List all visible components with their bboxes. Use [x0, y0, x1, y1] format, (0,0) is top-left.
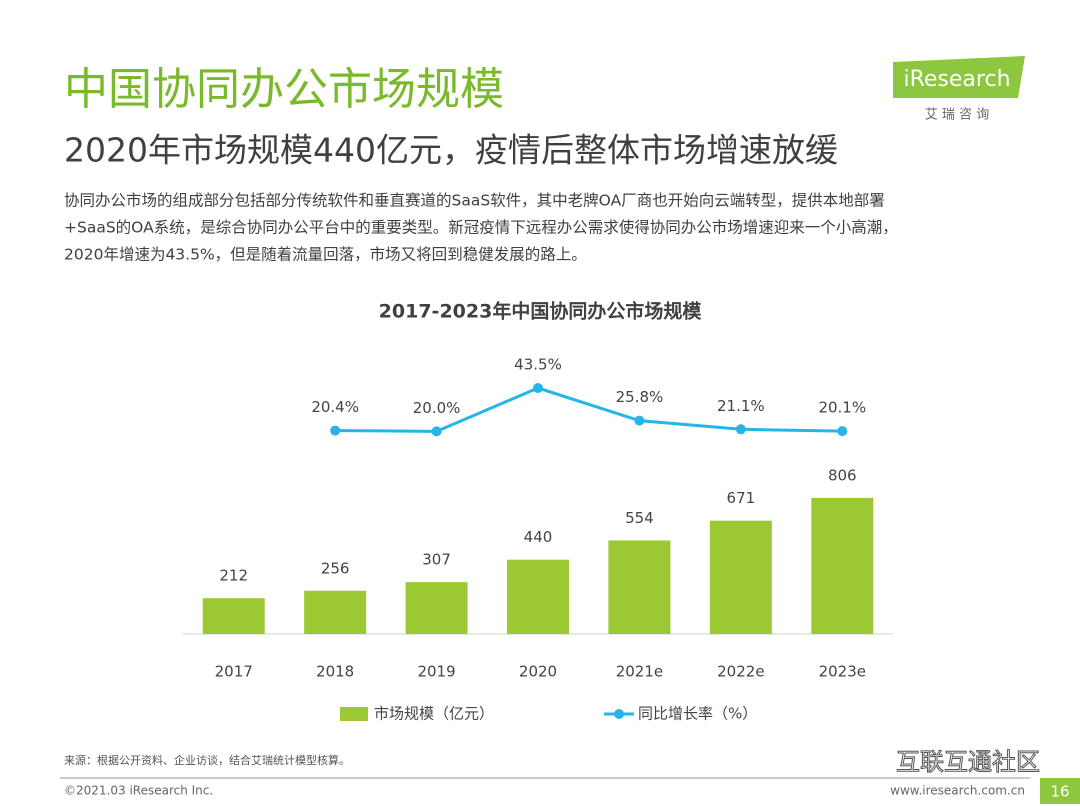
line-point [533, 383, 543, 394]
data-label: 440 [524, 528, 553, 546]
line-point [837, 426, 848, 437]
line-point [330, 425, 341, 436]
source: 来源：根据公开资料、企业访谈，结合艾瑞统计模型核算。 [64, 753, 350, 767]
body-text: +SaaS的OA系统，是综合协同办公平台中的重要类型。新冠疫情下远程办公需求使得… [64, 219, 898, 237]
x-tick-label: 2018 [316, 663, 354, 681]
slide-subtitle: 2020年市场规模440亿元，疫情后整体市场增速放缓 [64, 131, 838, 170]
bar [507, 559, 569, 634]
x-tick-label: 2017 [215, 663, 253, 681]
data-label: 212 [219, 567, 248, 585]
data-label: 256 [321, 559, 350, 577]
data-label: 21.1% [717, 397, 765, 415]
body-text: 协同办公市场的组成部分包括部分传统软件和垂直赛道的SaaS软件，其中老牌OA厂商… [64, 191, 885, 210]
data-label: 20.4% [311, 398, 359, 416]
bar [608, 540, 671, 634]
bar [405, 582, 468, 634]
data-label: 554 [625, 509, 654, 527]
website: www.iresearch.com.cn [890, 784, 1025, 798]
line [335, 386, 843, 433]
body-text: 2020年增速为43.5%，但是随着流量回落，市场又将回到稳健发展的路上。 [64, 246, 587, 264]
page-number: 16 [1050, 783, 1069, 801]
x-tick-label: 2023e [819, 663, 866, 681]
x-tick-label: 2019 [417, 663, 455, 681]
data-label: 20.0% [413, 399, 461, 417]
copyright: ©2021.03 iResearch Inc. [64, 784, 213, 798]
data-label: 43.5% [514, 356, 562, 374]
x-tick-label: 2020 [519, 663, 557, 681]
bar [304, 590, 367, 634]
watermark: 互联互通社区 [896, 748, 1040, 776]
x-tick-label: 2022e [717, 663, 764, 681]
data-label: 806 [828, 466, 857, 484]
page-box [1040, 778, 1080, 804]
slide-title: 中国协同办公市场规模 [64, 64, 504, 115]
data-label: 25.8% [616, 388, 664, 406]
line-point [735, 424, 746, 435]
legend-label: 市场规模（亿元） [374, 705, 494, 723]
data-label: 307 [422, 551, 451, 569]
data-label: 671 [727, 489, 756, 507]
logo-box [893, 56, 1025, 98]
logo: iResearch [903, 67, 1010, 92]
bar [202, 598, 265, 634]
chart-title: 2017-2023年中国协同办公市场规模 [379, 300, 703, 323]
line-point [431, 426, 442, 437]
bar [811, 497, 874, 634]
legend-label: 同比增长率（%） [638, 705, 757, 723]
legend-swatch [614, 709, 624, 719]
logo-sub: 艾 瑞 咨 询 [925, 108, 989, 123]
legend-swatch [340, 707, 368, 721]
x-tick-label: 2021e [616, 663, 663, 681]
data-label: 20.1% [818, 399, 866, 417]
bar [709, 520, 772, 634]
line-point [634, 415, 645, 426]
